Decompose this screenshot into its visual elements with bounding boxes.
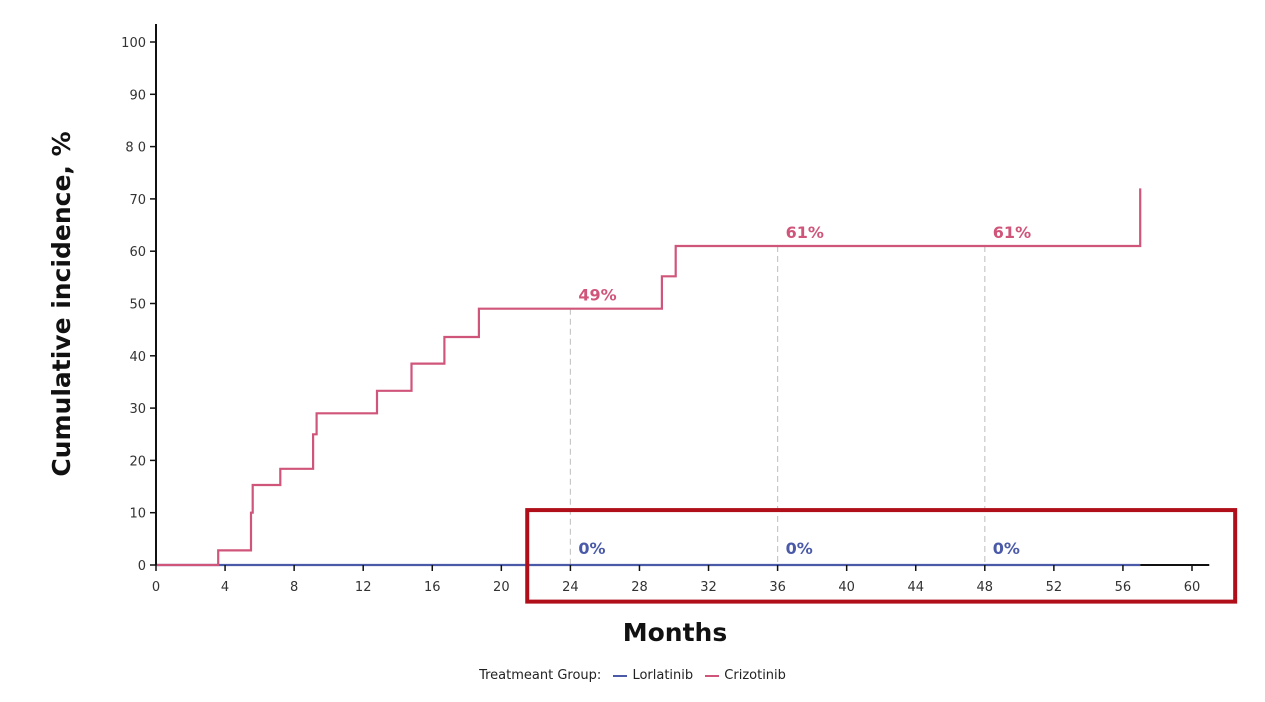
annotation-crizotinib-36: 61% bbox=[786, 223, 824, 242]
y-tick-label-60: 60 bbox=[129, 245, 146, 260]
reference-lines bbox=[569, 245, 986, 565]
x-tick-label-48: 48 bbox=[977, 580, 994, 595]
x-tick-label-20: 20 bbox=[493, 580, 510, 595]
legend: Treatmeant Group: Lorlatinib Crizotinib bbox=[0, 668, 1265, 683]
x-axis-title: Months bbox=[623, 618, 727, 647]
y-tick-label-20: 20 bbox=[129, 454, 146, 469]
y-tick-label-100: 100 bbox=[121, 36, 146, 51]
annotation-lorlatinib-48: 0% bbox=[993, 539, 1020, 558]
annotation-lorlatinib-36: 0% bbox=[786, 539, 813, 558]
y-tick-label-30: 30 bbox=[129, 402, 146, 417]
x-tick-label-36: 36 bbox=[769, 580, 786, 595]
x-tick-label-32: 32 bbox=[700, 580, 717, 595]
y-tick-label-90: 90 bbox=[129, 88, 146, 103]
x-tick-label-0: 0 bbox=[152, 580, 160, 595]
x-tick-label-56: 56 bbox=[1115, 580, 1132, 595]
x-tick-label-16: 16 bbox=[424, 580, 441, 595]
annotation-lorlatinib-24: 0% bbox=[578, 539, 605, 558]
y-tick-label-80: 8 0 bbox=[125, 141, 146, 156]
x-tick-label-40: 40 bbox=[838, 580, 855, 595]
y-tick-label-0: 0 bbox=[138, 559, 146, 574]
highlight-box bbox=[525, 508, 1238, 604]
annotations: 49% 61% 61% 0% 0% 0% bbox=[578, 223, 1031, 558]
axes bbox=[155, 24, 1210, 566]
ticks: 0 4 8 12 16 20 24 28 32 36 40 44 48 52 56 6001020304050… bbox=[121, 36, 1200, 595]
legend-label-lorlatinib: Lorlatinib bbox=[632, 668, 694, 683]
legend-title: Treatmeant Group: bbox=[479, 668, 602, 683]
highlight-box-layer bbox=[525, 508, 1238, 604]
y-axis-title: Cumulative incidence, % bbox=[47, 131, 76, 476]
y-tick-label-50: 50 bbox=[129, 298, 146, 313]
x-tick-label-4: 4 bbox=[221, 580, 229, 595]
legend-label-crizotinib: Crizotinib bbox=[724, 668, 786, 683]
x-tick-label-44: 44 bbox=[907, 580, 924, 595]
x-tick-label-28: 28 bbox=[631, 580, 648, 595]
x-tick-label-52: 52 bbox=[1046, 580, 1063, 595]
legend-swatch-crizotinib bbox=[705, 674, 720, 677]
x-tick-label-24: 24 bbox=[562, 580, 579, 595]
series-line-crizotinib bbox=[156, 188, 1142, 567]
y-tick-label-70: 70 bbox=[129, 193, 146, 208]
y-tick-label-40: 40 bbox=[129, 350, 146, 365]
annotation-crizotinib-24: 49% bbox=[578, 286, 616, 305]
y-tick-label-10: 10 bbox=[129, 507, 146, 522]
legend-swatch-lorlatinib bbox=[613, 674, 628, 677]
series-layer bbox=[156, 188, 1142, 567]
x-tick-label-12: 12 bbox=[355, 580, 372, 595]
x-tick-label-8: 8 bbox=[290, 580, 298, 595]
annotation-crizotinib-48: 61% bbox=[993, 223, 1031, 242]
x-tick-label-60: 60 bbox=[1184, 580, 1201, 595]
